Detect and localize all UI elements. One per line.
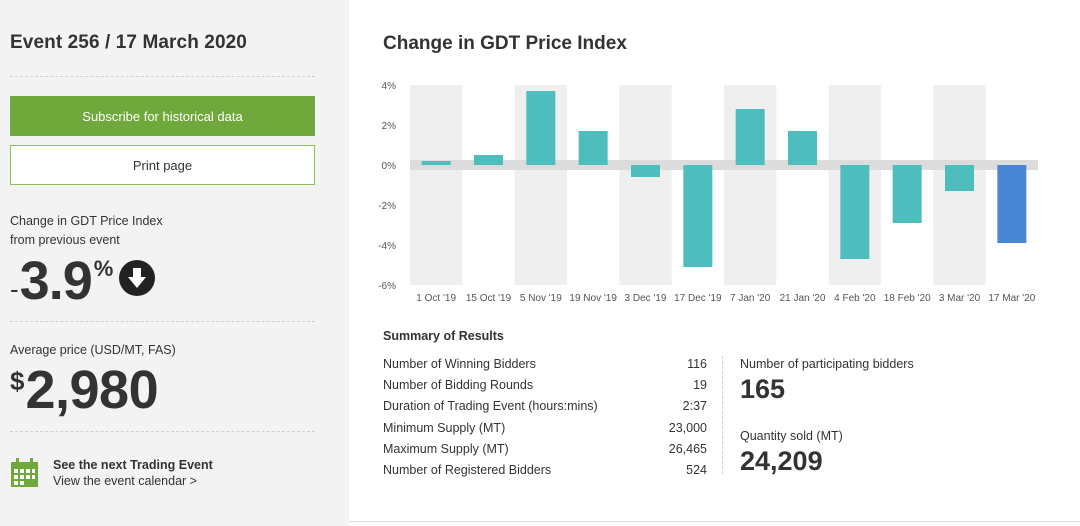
summary-row: Maximum Supply (MT) 26,465 <box>383 442 707 463</box>
y-tick-label: -2% <box>378 201 396 212</box>
chart-band <box>410 85 463 285</box>
chart-bar <box>683 165 713 267</box>
participating-label: Number of participating bidders <box>740 357 914 371</box>
chart-bar <box>892 165 922 223</box>
chart-bar <box>526 91 556 165</box>
summary-row: Number of Winning Bidders 116 <box>383 357 707 378</box>
summary-row: Number of Registered Bidders 524 <box>383 463 707 484</box>
summary-row-label: Maximum Supply (MT) <box>383 441 509 456</box>
subscribe-button[interactable]: Subscribe for historical data <box>10 96 315 136</box>
next-event-title[interactable]: See the next Trading Event <box>53 458 213 472</box>
summary-row-value: 19 <box>693 378 707 393</box>
x-tick-label: 17 Mar '20 <box>988 293 1035 304</box>
summary-row-label: Number of Winning Bidders <box>383 357 536 371</box>
summary-row-value: 26,465 <box>668 441 707 456</box>
change-value: 3.9 <box>19 251 93 311</box>
chart-bar <box>945 165 974 191</box>
chart-bar <box>631 165 660 177</box>
y-tick-label: 2% <box>382 121 397 132</box>
calendar-icon[interactable] <box>10 458 39 488</box>
x-tick-label: 1 Oct '19 <box>416 293 456 304</box>
summary-row-label: Minimum Supply (MT) <box>383 420 506 435</box>
x-tick-label: 4 Feb '20 <box>834 293 876 304</box>
chart-band <box>619 85 672 285</box>
chart-bar <box>474 155 503 165</box>
y-tick-label: -6% <box>378 281 396 292</box>
divider <box>722 356 723 474</box>
divider <box>349 521 1080 522</box>
chart-bar <box>578 131 608 165</box>
summary-row-value: 2:37 <box>682 399 707 414</box>
price-label: Average price (USD/MT, FAS) <box>10 343 176 357</box>
zero-line <box>410 160 1038 170</box>
x-tick-label: 15 Oct '19 <box>466 293 512 304</box>
y-tick-label: 4% <box>382 81 397 92</box>
chart-bar <box>735 109 765 165</box>
summary-row: Minimum Supply (MT) 23,000 <box>383 421 707 442</box>
divider <box>10 431 315 432</box>
chart-bar <box>997 165 1027 243</box>
chart-bar <box>421 161 451 165</box>
x-tick-label: 7 Jan '20 <box>730 293 771 304</box>
x-tick-label: 18 Feb '20 <box>884 293 931 304</box>
divider <box>10 321 315 322</box>
left-panel: Event 256 / 17 March 2020 Subscribe for … <box>0 0 349 526</box>
summary-row: Duration of Trading Event (hours:mins) 2:… <box>383 399 707 420</box>
change-value-group: - 3.9 % <box>10 251 156 312</box>
summary-title: Summary of Results <box>383 329 504 343</box>
price-value-group: $ 2,980 <box>10 360 159 420</box>
summary-row: Number of Bidding Rounds 19 <box>383 378 707 399</box>
print-button[interactable]: Print page <box>10 145 315 185</box>
event-calendar-link[interactable]: View the event calendar > <box>53 474 197 488</box>
quantity-value: 24,209 <box>740 446 823 476</box>
change-label: Change in GDT Price Index <box>10 214 163 228</box>
price-currency: $ <box>10 366 25 396</box>
x-tick-label: 3 Dec '19 <box>625 293 667 304</box>
chart-title: Change in GDT Price Index <box>383 33 627 54</box>
change-sign: - <box>10 274 19 304</box>
x-tick-label: 3 Mar '20 <box>939 293 981 304</box>
summary-row-value: 524 <box>686 463 707 477</box>
x-tick-label: 17 Dec '19 <box>674 293 722 304</box>
summary-row-label: Number of Registered Bidders <box>383 463 552 477</box>
arrow-down-icon <box>119 260 156 296</box>
x-tick-label: 5 Nov '19 <box>520 293 562 304</box>
chart-bar <box>840 165 870 259</box>
x-tick-label: 21 Jan '20 <box>780 293 826 304</box>
summary-row-label: Number of Bidding Rounds <box>383 378 534 393</box>
event-title: Event 256 / 17 March 2020 <box>10 32 247 53</box>
summary-row-value: 23,000 <box>668 420 707 435</box>
y-tick-label: 0% <box>382 161 397 172</box>
change-sublabel: from previous event <box>10 233 120 247</box>
chart-bar <box>788 131 817 165</box>
y-tick-label: -4% <box>378 241 396 252</box>
quantity-label: Quantity sold (MT) <box>740 429 843 443</box>
change-unit: % <box>93 256 114 281</box>
price-index-chart: 4% 2% 0% -2% -4% -6% 1 Oct '19 15 Oct '19 5 Nov … <box>378 81 1038 304</box>
divider <box>10 76 315 77</box>
x-tick-label: 19 Nov '19 <box>569 293 617 304</box>
participating-value: 165 <box>740 374 786 404</box>
summary-row-label: Duration of Trading Event (hours:mins) <box>383 399 598 414</box>
summary-row-value: 116 <box>687 357 707 371</box>
price-value: 2,980 <box>25 360 159 420</box>
